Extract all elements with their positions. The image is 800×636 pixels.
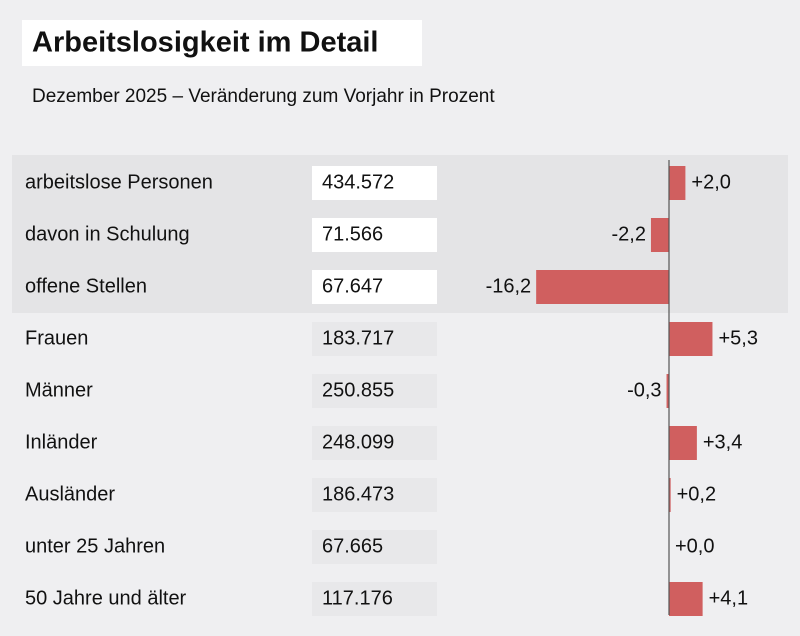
bar: [669, 426, 697, 460]
category-label: unter 25 Jahren: [25, 535, 165, 557]
category-label: offene Stellen: [25, 275, 147, 297]
count-label: 117.176: [322, 587, 393, 609]
category-label: davon in Schulung: [25, 223, 190, 245]
count-label: 67.665: [322, 535, 383, 557]
title-box: [22, 20, 422, 66]
count-label: 71.566: [322, 223, 383, 245]
value-label: +5,3: [718, 327, 757, 349]
bar: [669, 322, 713, 356]
category-label: Ausländer: [25, 483, 115, 505]
value-label: +3,4: [703, 431, 742, 453]
count-label: 183.717: [322, 327, 394, 349]
category-label: Inländer: [25, 431, 98, 453]
value-label: +2,0: [691, 171, 730, 193]
subtitle: Dezember 2025 – Veränderung zum Vorjahr …: [32, 86, 495, 107]
value-label: -0,3: [627, 379, 661, 401]
count-label: 186.473: [322, 483, 394, 505]
value-label: -2,2: [611, 223, 645, 245]
count-box: [312, 322, 437, 356]
count-label: 250.855: [322, 379, 394, 401]
count-label: 67.647: [322, 275, 383, 297]
count-label: 434.572: [322, 171, 394, 193]
bar: [650, 218, 669, 252]
bar: [669, 478, 671, 512]
chart-title: Arbeitslosigkeit im Detail: [32, 27, 379, 59]
category-label: 50 Jahre und älter: [25, 587, 187, 609]
value-label: +0,2: [677, 483, 716, 505]
value-label: +4,1: [709, 587, 748, 609]
count-box: [312, 218, 437, 252]
bar: [536, 270, 669, 304]
value-label: -16,2: [486, 275, 532, 297]
category-label: Männer: [25, 379, 93, 401]
bar: [669, 166, 686, 200]
category-label: arbeitslose Personen: [25, 171, 213, 193]
count-label: 248.099: [322, 431, 394, 453]
bar: [666, 374, 669, 408]
count-box: [312, 478, 437, 512]
category-label: Frauen: [25, 327, 88, 349]
count-box: [312, 426, 437, 460]
count-box: [312, 270, 437, 304]
value-label: +0,0: [675, 535, 714, 557]
bar: [669, 582, 703, 616]
count-box: [312, 582, 437, 616]
count-box: [312, 530, 437, 564]
count-box: [312, 166, 437, 200]
count-box: [312, 374, 437, 408]
